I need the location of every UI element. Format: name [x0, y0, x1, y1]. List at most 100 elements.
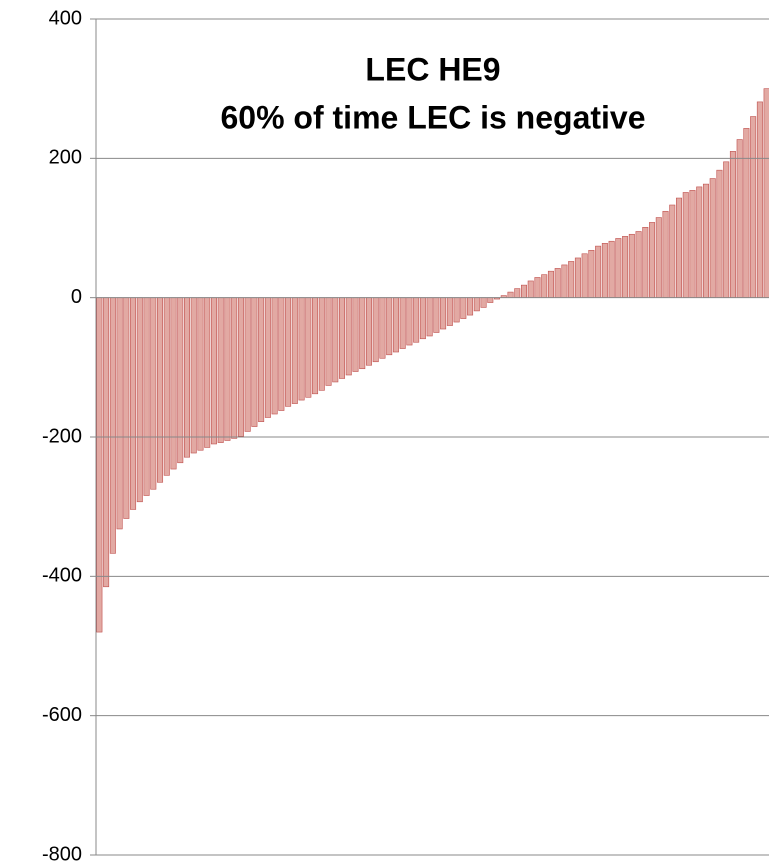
bar: [527, 280, 534, 298]
bar: [143, 297, 150, 496]
bar: [204, 297, 211, 448]
bar: [345, 297, 352, 376]
bar: [150, 297, 157, 490]
bar: [615, 238, 622, 298]
bar: [392, 297, 399, 353]
bar: [763, 88, 769, 298]
bar: [507, 291, 514, 298]
bar: [352, 297, 359, 372]
bar: [217, 297, 224, 443]
bar: [743, 128, 750, 298]
bar: [264, 297, 271, 418]
bar: [689, 190, 696, 298]
bar: [628, 233, 635, 298]
bar: [170, 297, 177, 470]
y-tick-label: -800: [42, 843, 82, 864]
bar: [534, 277, 541, 298]
bar: [116, 297, 123, 530]
bar: [446, 297, 453, 326]
bar: [197, 297, 204, 451]
y-tick-label: 200: [49, 147, 82, 169]
bar: [723, 161, 730, 298]
bar: [750, 116, 757, 298]
bar: [547, 270, 554, 298]
bar: [244, 297, 251, 432]
bar: [426, 297, 433, 337]
bar: [581, 253, 588, 298]
bar: [716, 169, 723, 298]
bar: [756, 101, 763, 298]
bar: [96, 297, 103, 633]
bar: [554, 268, 561, 298]
bar: [372, 297, 379, 363]
bar: [379, 297, 386, 359]
bar: [157, 297, 164, 483]
bar: [224, 297, 231, 441]
bar: [608, 240, 615, 298]
bar: [588, 249, 595, 298]
bar: [649, 222, 656, 298]
bar: [574, 257, 581, 298]
bar: [595, 245, 602, 298]
bar: [298, 297, 305, 401]
y-tick-label: 400: [49, 7, 82, 29]
bar: [669, 204, 676, 298]
bar: [325, 297, 332, 386]
bar: [729, 151, 736, 298]
bar: [365, 297, 372, 366]
bar: [291, 297, 298, 404]
bar: [258, 297, 265, 422]
bar: [237, 297, 244, 437]
bar: [251, 297, 258, 427]
bar: [285, 297, 292, 407]
bar: [386, 297, 393, 356]
bar: [635, 231, 642, 298]
bar: [440, 297, 447, 330]
bar: [332, 297, 339, 383]
bar: [103, 297, 110, 588]
bar: [123, 297, 130, 519]
bar: [130, 297, 137, 510]
bar: [655, 217, 662, 298]
bar: [231, 297, 238, 439]
y-tick-label: 0: [71, 286, 82, 308]
bar: [399, 297, 406, 349]
y-tick-label: -600: [42, 704, 82, 726]
bar: [696, 186, 703, 298]
bar: [183, 297, 190, 458]
bar: [702, 183, 709, 298]
bar: [177, 297, 184, 464]
bar: [460, 297, 467, 319]
bar: [339, 297, 346, 379]
bar: [271, 297, 278, 415]
bar: [514, 288, 521, 298]
bar: [642, 227, 649, 298]
bar: [520, 284, 527, 298]
chart-title: LEC HE9: [365, 51, 500, 87]
bar: [682, 192, 689, 298]
bar: [190, 297, 197, 454]
bar: [453, 297, 460, 323]
bar: [601, 243, 608, 298]
bar: [487, 297, 494, 303]
bar: [676, 197, 683, 298]
bar: [406, 297, 413, 346]
bar: [467, 297, 474, 316]
bar: [163, 297, 170, 476]
bar: [136, 297, 143, 503]
bar: [480, 297, 487, 308]
bar: [109, 297, 116, 554]
y-tick-label: -400: [42, 565, 82, 587]
bar: [433, 297, 440, 333]
bar: [278, 297, 285, 411]
bar: [568, 261, 575, 298]
bar: [210, 297, 217, 445]
bar: [312, 297, 319, 395]
bar: [662, 210, 669, 298]
bar: [709, 178, 716, 298]
bar: [318, 297, 325, 391]
bar: [305, 297, 312, 398]
bar: [541, 274, 548, 298]
